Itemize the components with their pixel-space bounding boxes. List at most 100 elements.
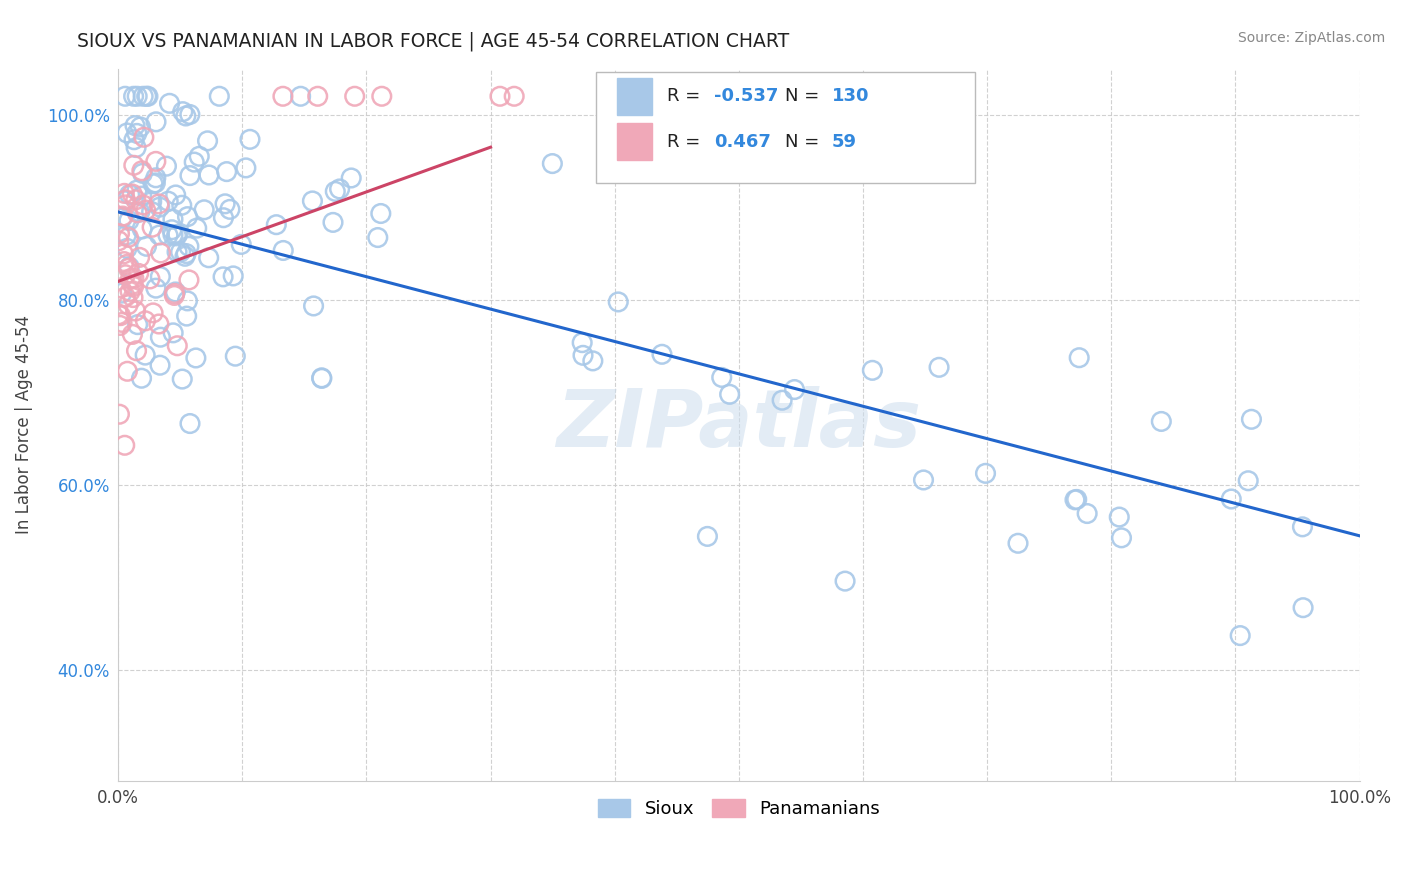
Legend: Sioux, Panamanians: Sioux, Panamanians	[591, 791, 887, 825]
Point	[134, 348, 156, 362]
Point	[125, 193, 148, 207]
Point	[114, 194, 136, 208]
Point	[222, 268, 245, 283]
Point	[125, 183, 148, 197]
Point	[148, 228, 170, 243]
Point	[179, 169, 201, 183]
Point	[162, 326, 184, 340]
Point	[783, 383, 806, 397]
Point	[111, 209, 134, 223]
Point	[1007, 536, 1029, 550]
Point	[179, 107, 201, 121]
Point	[172, 104, 194, 119]
Point	[174, 249, 197, 263]
Point	[343, 89, 366, 103]
Point	[165, 188, 187, 202]
Point	[1150, 414, 1173, 428]
Point	[145, 154, 167, 169]
Point	[208, 89, 231, 103]
Point	[122, 89, 145, 103]
Point	[125, 127, 148, 141]
Point	[311, 371, 333, 385]
Point	[323, 185, 346, 199]
Point	[143, 176, 166, 190]
Text: -0.537: -0.537	[714, 87, 779, 105]
Point	[111, 286, 134, 301]
FancyBboxPatch shape	[617, 78, 652, 115]
Point	[572, 348, 595, 362]
Point	[108, 407, 131, 421]
Point	[157, 194, 180, 209]
Point	[135, 203, 157, 218]
Point	[139, 272, 162, 286]
Point	[239, 132, 262, 146]
Point	[710, 370, 733, 384]
Point	[125, 140, 148, 154]
Point	[148, 317, 170, 331]
Point	[219, 202, 242, 217]
Point	[115, 241, 138, 255]
Point	[134, 314, 156, 328]
Point	[607, 294, 630, 309]
Point	[198, 168, 221, 182]
Point	[142, 306, 165, 320]
Point	[141, 220, 163, 235]
Point	[214, 196, 236, 211]
Point	[1108, 510, 1130, 524]
Point	[159, 96, 181, 111]
Point	[141, 194, 163, 209]
Point	[651, 347, 673, 361]
Point	[177, 273, 200, 287]
Point	[770, 393, 793, 408]
Text: SIOUX VS PANAMANIAN IN LABOR FORCE | AGE 45-54 CORRELATION CHART: SIOUX VS PANAMANIAN IN LABOR FORCE | AGE…	[77, 31, 790, 51]
Point	[120, 285, 142, 299]
Point	[127, 318, 149, 332]
Point	[128, 251, 150, 265]
Point	[834, 574, 856, 588]
Point	[176, 293, 198, 308]
Point	[124, 119, 146, 133]
Point	[117, 364, 139, 378]
Point	[290, 89, 312, 103]
Point	[179, 417, 201, 431]
Text: ZIPatlas: ZIPatlas	[557, 385, 921, 464]
Point	[235, 161, 257, 175]
Point	[114, 268, 136, 282]
Point	[135, 89, 157, 103]
FancyBboxPatch shape	[617, 123, 652, 161]
Point	[120, 271, 142, 285]
Point	[860, 363, 883, 377]
Point	[928, 360, 950, 375]
Point	[322, 215, 344, 229]
Point	[149, 200, 172, 214]
Point	[112, 247, 135, 261]
Point	[145, 170, 167, 185]
Point	[231, 237, 253, 252]
Point	[128, 267, 150, 281]
Point	[163, 286, 186, 301]
Point	[114, 198, 136, 212]
Point	[1069, 351, 1091, 365]
Point	[129, 120, 152, 134]
Point	[340, 171, 363, 186]
Point	[170, 198, 193, 212]
Point	[112, 254, 135, 268]
Point	[165, 228, 187, 243]
Point	[163, 288, 186, 302]
Text: R =: R =	[666, 133, 706, 151]
Point	[127, 205, 149, 219]
Point	[176, 210, 198, 224]
Point	[155, 159, 177, 173]
Point	[367, 230, 389, 244]
Point	[142, 177, 165, 191]
Point	[212, 269, 235, 284]
Point	[118, 187, 141, 202]
Point	[301, 194, 323, 208]
Point	[114, 290, 136, 304]
Point	[110, 281, 132, 295]
Point	[718, 387, 741, 401]
Point	[124, 304, 146, 318]
Point	[121, 277, 143, 292]
Point	[122, 279, 145, 293]
Point	[122, 133, 145, 147]
